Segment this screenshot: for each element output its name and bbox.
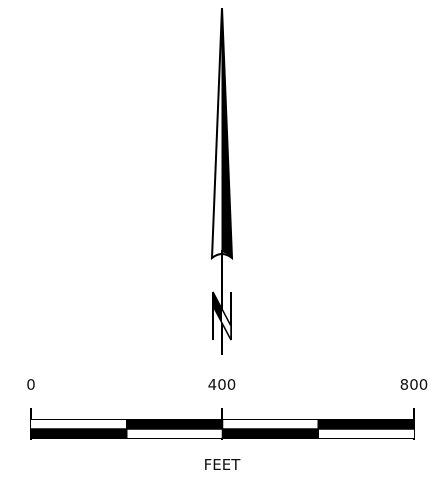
scale-segment-bottom-0 [31,429,127,438]
scale-segment-top-2 [222,420,319,429]
scale-unit-label: FEET [204,456,242,474]
scale-segment-top-3 [318,420,414,429]
north-arrow-fill [221,7,233,260]
scale-tick-label-400: 400 [208,376,237,394]
scale-segment-top-0 [31,420,127,429]
scale-segment-top-1 [126,420,223,429]
scale-tick-label-0: 0 [26,376,36,394]
north-symbol-icon [212,291,232,341]
scale-segment-bottom-1 [126,429,223,438]
scale-bar [30,408,415,440]
north-arrow-icon [210,7,234,355]
scale-segment-bottom-2 [222,429,319,438]
scale-segment-bottom-3 [318,429,414,438]
scale-tick-label-800: 800 [400,376,429,394]
